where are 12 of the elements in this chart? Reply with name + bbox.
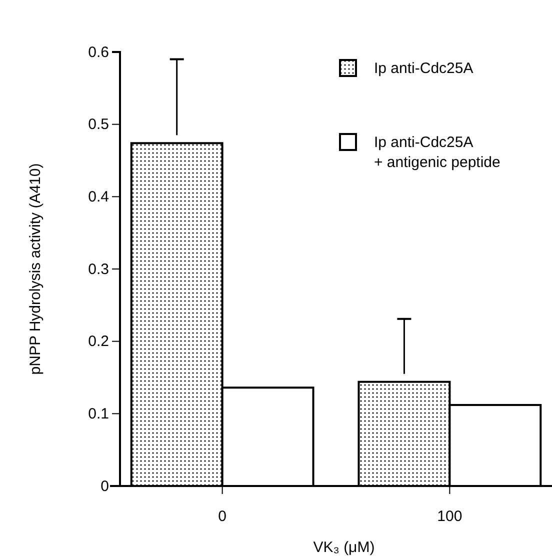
x-axis-title: VK₃ (μM) <box>313 539 375 556</box>
y-tick-label: 0 <box>100 478 109 495</box>
y-tick-label: 0.1 <box>88 405 109 422</box>
x-tick-label: 100 <box>437 508 462 525</box>
legend-label: Ip anti-Cdc25A <box>374 60 474 77</box>
y-tick-label: 0.5 <box>88 116 109 134</box>
y-tick-label: 0.6 <box>88 44 109 61</box>
y-tick-label: 0.3 <box>88 260 109 278</box>
y-tick-label: 0.4 <box>88 188 109 206</box>
legend-label: Ip anti-Cdc25A + antigenic peptide <box>374 134 500 171</box>
y-tick-label: 0.2 <box>88 333 109 350</box>
y-axis-title: pNPP Hydrolysis activity (A410) <box>27 163 44 375</box>
